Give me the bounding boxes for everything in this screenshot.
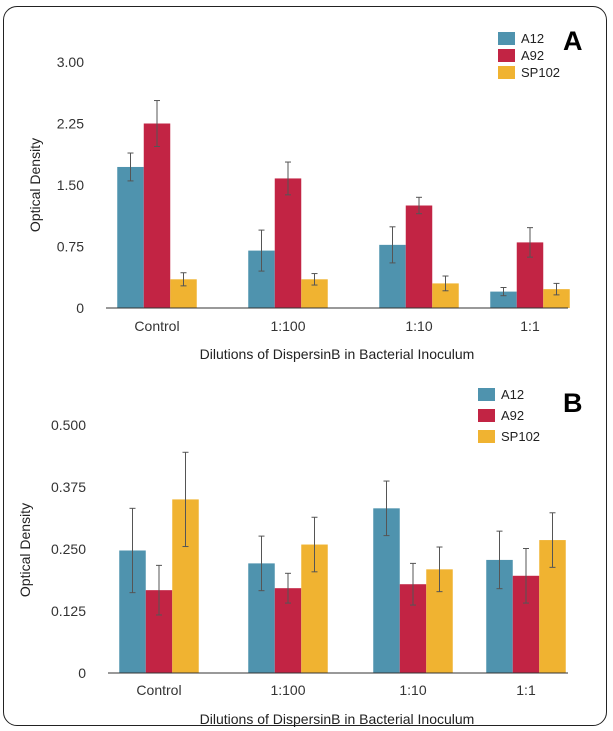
y-tick-label: 0.125 — [51, 603, 86, 619]
legend-label: A92 — [501, 408, 524, 423]
legend-swatch — [478, 430, 495, 443]
panel-letter-b: B — [563, 388, 583, 418]
x-tick-labels-a: Control 1:100 1:10 1:1 — [134, 318, 540, 334]
bars-a — [117, 100, 570, 308]
bar-a12-3 — [490, 291, 517, 308]
legend-swatch — [478, 409, 495, 422]
x-tick-label: 1:10 — [405, 318, 432, 334]
error-bar-sp102-3 — [549, 512, 556, 568]
error-bar-a12-1 — [258, 229, 265, 272]
y-tick-label: 0 — [78, 665, 86, 681]
y-tick-label: 0.500 — [51, 417, 86, 433]
legend-label: A12 — [521, 31, 544, 46]
x-tick-label: 1:1 — [520, 318, 540, 334]
bar-a92-2 — [405, 205, 433, 308]
error-bar-a12-3 — [500, 287, 507, 297]
error-bar-sp102-1 — [311, 273, 318, 286]
legend-label: A12 — [501, 387, 524, 402]
y-tick-label: 0 — [76, 300, 84, 316]
y-tick-label: 0.75 — [57, 239, 84, 255]
legend-swatch — [498, 49, 515, 62]
bars-b — [119, 451, 566, 673]
legend-label: SP102 — [521, 65, 560, 80]
x-axis-title-b: Dilutions of DispersinB in Bacterial Ino… — [200, 711, 475, 727]
bar-sp102-3 — [543, 289, 570, 308]
error-bar-sp102-2 — [436, 546, 443, 593]
x-tick-label: 1:100 — [270, 318, 305, 334]
x-axis-title-a: Dilutions of DispersinB in Bacterial Ino… — [200, 346, 475, 362]
legend-label: A92 — [521, 48, 544, 63]
legend-swatch — [498, 66, 515, 79]
legend-swatch — [498, 32, 515, 45]
y-tick-labels-b: 0 0.125 0.250 0.375 0.500 — [51, 417, 86, 681]
error-bar-sp102-1 — [311, 516, 318, 573]
y-tick-label: 0.250 — [51, 541, 86, 557]
x-tick-label: 1:100 — [270, 682, 305, 698]
error-bar-a92-1 — [285, 161, 291, 196]
error-bar-a92-0 — [156, 564, 162, 616]
error-bar-a92-3 — [527, 227, 533, 258]
y-tick-label: 1.50 — [57, 177, 84, 193]
chart-panel-a: A Optical Density Dilutions of Dispersin… — [27, 26, 583, 362]
error-bar-a92-1 — [285, 572, 291, 604]
chart-panel-b: B Optical Density Dilutions of Dispersin… — [17, 387, 583, 727]
y-tick-labels-a: 0 0.75 1.50 2.25 3.00 — [57, 54, 84, 316]
panel-letter-a: A — [563, 26, 583, 56]
x-tick-label: Control — [136, 682, 181, 698]
x-tick-label: 1:1 — [516, 682, 536, 698]
legend-b: A12 A92 SP102 — [478, 387, 540, 444]
error-bar-a12-3 — [496, 530, 503, 590]
y-axis-title-b: Optical Density — [17, 503, 33, 597]
error-bar-a92-2 — [416, 196, 422, 215]
legend-a: A12 A92 SP102 — [498, 31, 560, 80]
y-axis-title-a: Optical Density — [27, 138, 43, 232]
error-bar-a12-0 — [127, 152, 134, 182]
error-bar-sp102-2 — [442, 275, 449, 292]
x-tick-labels-b: Control 1:100 1:10 1:1 — [136, 682, 536, 698]
error-bar-a12-0 — [129, 507, 136, 594]
x-tick-label: Control — [134, 318, 179, 334]
y-tick-label: 3.00 — [57, 54, 84, 70]
bar-a12-0 — [117, 166, 144, 308]
error-bar-a92-0 — [154, 100, 160, 147]
error-bar-a92-2 — [410, 562, 416, 606]
legend-swatch — [478, 388, 495, 401]
x-tick-label: 1:10 — [399, 682, 426, 698]
error-bar-a12-2 — [389, 226, 396, 264]
y-tick-label: 2.25 — [57, 116, 84, 132]
error-bar-sp102-3 — [553, 282, 560, 296]
y-tick-label: 0.375 — [51, 479, 86, 495]
error-bar-a92-3 — [523, 548, 529, 604]
error-bar-sp102-0 — [182, 451, 189, 548]
legend-label: SP102 — [501, 429, 540, 444]
error-bar-sp102-0 — [180, 272, 187, 287]
bar-a92-0 — [143, 123, 171, 308]
bar-a92-1 — [274, 178, 302, 308]
error-bar-a12-2 — [383, 480, 390, 537]
error-bar-a12-1 — [258, 535, 265, 592]
